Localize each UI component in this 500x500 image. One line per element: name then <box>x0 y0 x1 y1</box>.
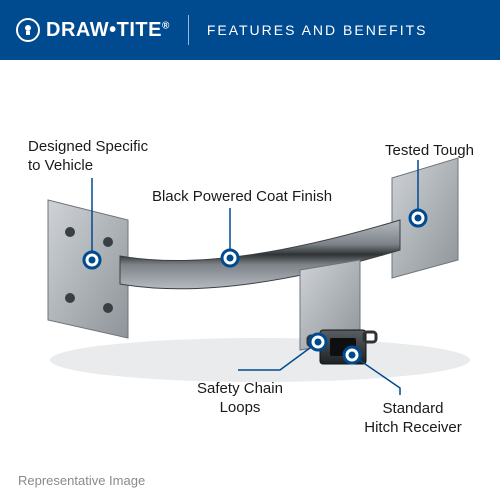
leader-loops <box>238 342 318 370</box>
brand-text: DRAW•TITE® <box>46 19 170 42</box>
product-diagram: Designed Specificto Vehicle Black Powered… <box>0 60 500 500</box>
hitch-ball-icon <box>16 18 40 42</box>
callout-designed: Designed Specificto Vehicle <box>28 138 178 176</box>
callout-receiver: StandardHitch Receiver <box>348 400 478 438</box>
header-tagline: FEATURES AND BENEFITS <box>207 22 428 38</box>
header-divider <box>188 15 189 45</box>
callout-finish: Black Powered Coat Finish <box>132 188 352 207</box>
callout-tested: Tested Tough <box>354 142 474 161</box>
footer-note: Representative Image <box>18 473 145 488</box>
header-bar: DRAW•TITE® FEATURES AND BENEFITS <box>0 0 500 60</box>
callout-loops: Safety ChainLoops <box>180 380 300 418</box>
brand-logo: DRAW•TITE® <box>16 18 170 42</box>
